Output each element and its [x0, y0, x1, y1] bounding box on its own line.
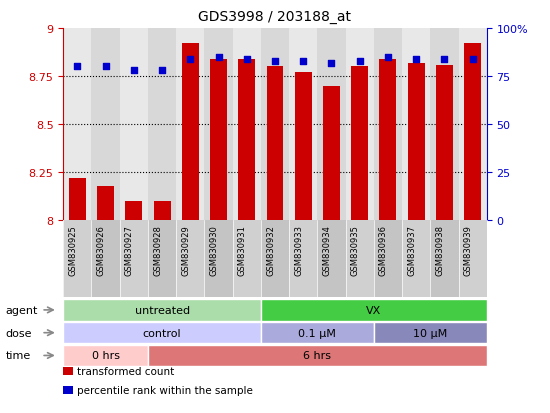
- Text: agent: agent: [6, 305, 38, 315]
- Bar: [261, 29, 289, 221]
- Point: [327, 60, 336, 67]
- Text: untreated: untreated: [135, 305, 190, 315]
- Bar: [148, 29, 176, 221]
- Bar: [125, 202, 142, 221]
- Bar: [153, 202, 170, 221]
- Bar: [289, 29, 317, 221]
- Bar: [345, 29, 374, 221]
- Text: transformed count: transformed count: [77, 366, 174, 376]
- Bar: [210, 59, 227, 221]
- Text: GSM830933: GSM830933: [294, 225, 303, 275]
- Text: control: control: [143, 328, 182, 338]
- Text: dose: dose: [6, 328, 32, 338]
- Text: percentile rank within the sample: percentile rank within the sample: [77, 385, 253, 395]
- Bar: [238, 59, 255, 221]
- Point: [271, 58, 279, 65]
- Text: GSM830932: GSM830932: [266, 225, 275, 275]
- Text: GSM830937: GSM830937: [407, 225, 416, 275]
- Bar: [267, 67, 283, 221]
- Bar: [205, 29, 233, 221]
- Bar: [317, 29, 345, 221]
- Text: time: time: [6, 351, 31, 361]
- Text: GSM830930: GSM830930: [210, 225, 218, 275]
- Point: [383, 55, 392, 61]
- Bar: [323, 87, 340, 221]
- Bar: [430, 29, 459, 221]
- Point: [129, 68, 138, 74]
- Text: GSM830935: GSM830935: [351, 225, 360, 275]
- Bar: [459, 29, 487, 221]
- Text: GSM830925: GSM830925: [68, 225, 78, 275]
- Bar: [69, 179, 86, 221]
- Bar: [295, 73, 312, 221]
- Point: [243, 56, 251, 63]
- Point: [186, 56, 195, 63]
- Text: GSM830936: GSM830936: [379, 225, 388, 275]
- Text: GSM830926: GSM830926: [97, 225, 106, 275]
- Text: 10 μM: 10 μM: [413, 328, 447, 338]
- Bar: [176, 29, 205, 221]
- Point: [158, 68, 167, 74]
- Bar: [374, 29, 402, 221]
- Text: GSM830929: GSM830929: [182, 225, 190, 275]
- Bar: [408, 64, 425, 221]
- Bar: [97, 186, 114, 221]
- Bar: [182, 44, 199, 221]
- Bar: [91, 29, 120, 221]
- Text: 0.1 μM: 0.1 μM: [299, 328, 336, 338]
- Bar: [464, 44, 481, 221]
- Bar: [351, 67, 368, 221]
- Bar: [120, 29, 148, 221]
- Point: [440, 56, 449, 63]
- Point: [101, 64, 110, 71]
- Text: VX: VX: [366, 305, 382, 315]
- Text: GSM830934: GSM830934: [322, 225, 332, 275]
- Point: [299, 58, 307, 65]
- Bar: [233, 29, 261, 221]
- Bar: [436, 65, 453, 221]
- Point: [412, 56, 421, 63]
- Bar: [63, 29, 91, 221]
- Text: GSM830928: GSM830928: [153, 225, 162, 275]
- Bar: [402, 29, 430, 221]
- Text: GSM830938: GSM830938: [436, 225, 444, 275]
- Point: [214, 55, 223, 61]
- Text: GSM830939: GSM830939: [464, 225, 472, 275]
- Text: 6 hrs: 6 hrs: [304, 351, 331, 361]
- Point: [73, 64, 82, 71]
- Text: GDS3998 / 203188_at: GDS3998 / 203188_at: [199, 10, 351, 24]
- Text: GSM830931: GSM830931: [238, 225, 247, 275]
- Bar: [379, 59, 397, 221]
- Text: 0 hrs: 0 hrs: [92, 351, 119, 361]
- Point: [468, 56, 477, 63]
- Point: [355, 58, 364, 65]
- Text: GSM830927: GSM830927: [125, 225, 134, 275]
